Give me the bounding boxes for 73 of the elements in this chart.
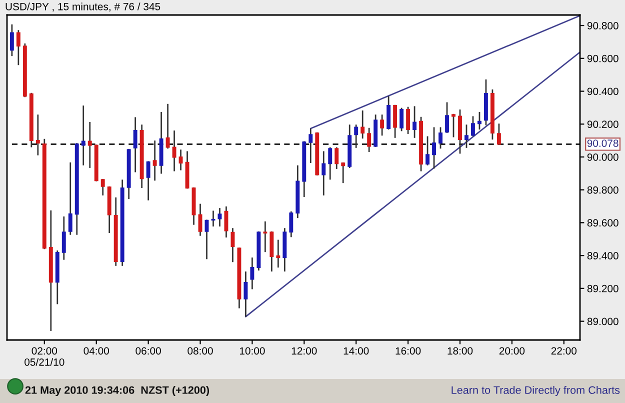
candlestick [166,103,170,150]
candlestick [100,178,105,196]
candlestick [322,150,326,196]
y-tick-label: 89.000 [587,318,618,326]
candlestick [88,121,92,169]
candlestick [426,136,430,166]
x-tick-label: 20:00 [499,347,525,355]
x-tick-label: 06:00 [136,347,161,355]
x-tick-label: 12:00 [292,347,317,355]
candlestick [178,148,183,171]
candlestick [380,114,384,136]
candlestick [244,270,248,318]
candlestick [172,130,176,172]
candlestick [133,116,138,173]
x-tick-label: 02:00 05/21/10 [24,347,64,366]
text: Learn to Trade Directly from Charts [452,386,620,396]
candlestick [386,95,391,130]
candlestick [496,122,501,146]
candlestick [230,227,235,263]
candlestick [406,106,410,135]
candlestick [263,220,268,253]
y-tick-label: 90.400 [587,88,618,96]
x-tick-label: 14:00 [344,347,369,355]
x-tick-label: 08:00 [188,347,213,355]
x-tick-label: 04:00 [84,347,109,355]
candlestick [62,216,66,261]
candlestick [341,162,346,184]
candlestick [250,256,254,290]
y-tick-label: 89.400 [587,252,618,260]
candlestick [471,116,475,137]
candlestick [276,239,280,268]
text: 21 May 2010 19:34:06 NZST (+1200) [25,386,210,396]
candlestick [400,107,404,132]
candlestick [478,111,482,130]
candlestick [445,102,449,134]
candlestick [10,24,14,57]
y-tick-label: 89.200 [587,284,618,292]
candlestick [412,105,417,139]
candlestick [432,126,436,170]
candlestick [152,140,157,182]
y-tick-label: 90.800 [587,22,618,30]
candlestick [289,210,294,238]
candlestick [218,207,222,228]
candlestick [334,146,339,170]
y-tick-label: 89.600 [587,219,618,227]
x-tick-label: 16:00 [396,347,421,355]
candlestick [36,114,40,156]
candlestick [211,210,216,228]
x-tick-label: 18:00 [448,347,473,355]
candlestick [224,206,228,238]
candlestick [146,160,150,202]
candlestick [328,146,332,180]
candlestick [458,108,462,154]
candlestick [354,124,358,149]
ref-line-label: 90.078 [587,140,618,147]
x-tick-label: 10:00 [240,347,265,355]
candlestick [68,162,72,236]
y-tick-label: 90.000 [587,153,618,161]
candlestick [81,104,86,166]
candlestick [360,110,365,140]
candlestick [308,128,313,164]
candlestick [16,29,20,66]
candlestick [204,219,209,260]
candlestick [367,127,372,153]
candlestick [438,126,442,150]
candlestick [452,113,456,138]
x-tick-label: 22:00 [551,347,577,355]
y-tick-label: 90.600 [587,54,618,62]
y-tick-label: 89.800 [587,186,618,194]
candlestick [464,124,468,149]
candlestick [393,104,398,139]
y-tick-label: 90.200 [587,120,618,128]
chart-title: USD/JPY , 15 minutes, # 76 / 345 [6,2,160,12]
